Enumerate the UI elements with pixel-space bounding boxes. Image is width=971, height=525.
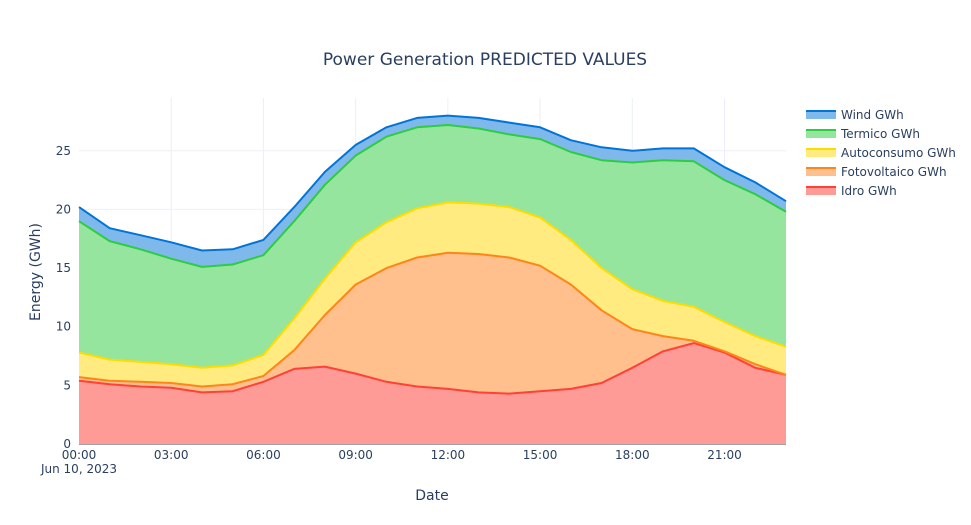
x-tick-label: 00:00 — [62, 448, 97, 462]
x-tick-label: 06:00 — [246, 448, 281, 462]
x-axis-title: Date — [415, 488, 448, 504]
x-axis-ticks: 00:00 03:00 06:00 09:00 12:00 15:00 18:00 21:00 — [62, 448, 742, 462]
x-tick-label: 03:00 — [154, 448, 189, 462]
legend: Wind GWh Termico GWh Autoconsumo GWh Fotovo… — [806, 108, 956, 198]
chart-title: Power Generation PREDICTED VALUES — [323, 50, 647, 70]
x-axis-date-label: Jun 10, 2023 — [40, 462, 117, 476]
legend-label: Termico GWh — [840, 127, 920, 141]
y-tick-label: 5 — [63, 378, 71, 392]
line-wind — [78, 114, 787, 252]
legend-swatch — [806, 149, 836, 157]
area-fotovoltaico — [79, 252, 786, 394]
legend-item-termico[interactable]: Termico GWh — [806, 127, 920, 141]
y-axis-ticks: 0 5 10 15 20 25 — [56, 144, 71, 451]
stacked-areas — [78, 114, 787, 444]
x-tick-label: 21:00 — [707, 448, 742, 462]
legend-swatch — [806, 168, 836, 176]
legend-item-autoconsumo[interactable]: Autoconsumo GWh — [806, 146, 956, 160]
legend-item-idro[interactable]: Idro GWh — [806, 184, 897, 198]
area-wind — [79, 115, 786, 267]
y-tick-label: 0 — [63, 437, 71, 451]
y-tick-label: 15 — [56, 261, 71, 275]
y-tick-label: 25 — [56, 144, 71, 158]
x-tick-label: 12:00 — [431, 448, 466, 462]
legend-swatch — [806, 130, 836, 138]
legend-label: Idro GWh — [841, 184, 897, 198]
line-fotovoltaico — [78, 251, 787, 388]
x-tick-label: 18:00 — [615, 448, 650, 462]
x-tick-label: 09:00 — [338, 448, 373, 462]
line-autoconsumo — [78, 201, 787, 369]
line-idro — [78, 342, 787, 395]
legend-label: Autoconsumo GWh — [841, 146, 956, 160]
legend-label: Fotovoltaico GWh — [841, 165, 947, 179]
line-termico — [78, 124, 787, 268]
legend-item-fotovoltaico[interactable]: Fotovoltaico GWh — [806, 165, 947, 179]
y-tick-label: 10 — [56, 320, 71, 334]
area-idro — [79, 343, 786, 444]
legend-item-wind[interactable]: Wind GWh — [806, 108, 904, 122]
y-tick-label: 20 — [56, 202, 71, 216]
y-axis-title: Energy (GWh) — [28, 223, 44, 321]
legend-label: Wind GWh — [841, 108, 904, 122]
legend-swatch — [806, 187, 836, 195]
area-termico — [79, 125, 786, 368]
legend-swatch — [806, 111, 836, 119]
x-tick-label: 15:00 — [523, 448, 558, 462]
